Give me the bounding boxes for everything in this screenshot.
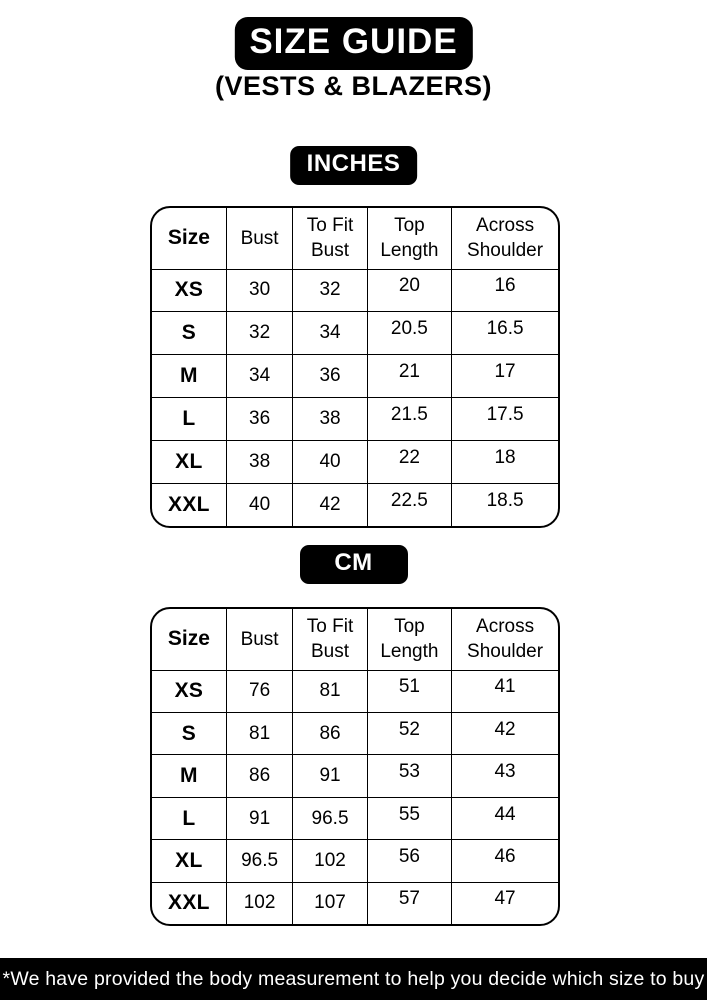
cell-size: S (152, 311, 227, 356)
table-row: L 36 38 21.5 17.5 (152, 397, 558, 442)
header-size: Size (152, 609, 227, 671)
cell-bust: 40 (226, 483, 294, 526)
cell-bust: 34 (226, 354, 294, 399)
cell-to-fit-bust: 96.5 (292, 797, 368, 841)
header-top-length: Top Length (367, 609, 453, 671)
inches-table: Size Bust To Fit Bust Top Length Across … (150, 206, 560, 528)
table-row: M 86 91 53 43 (152, 754, 558, 798)
cell-size: XS (152, 269, 227, 313)
page-title: SIZE GUIDE (234, 17, 473, 70)
inches-badge: INCHES (289, 146, 418, 185)
cell-top-length: 21 (367, 354, 453, 399)
cell-bust: 30 (226, 269, 294, 313)
header-top-length: Top Length (367, 208, 453, 270)
cell-size: XL (152, 440, 227, 485)
cell-across-shoulder: 43 (451, 754, 558, 798)
inches-header-row: Size Bust To Fit Bust Top Length Across … (152, 208, 558, 270)
table-row: S 81 86 52 42 (152, 712, 558, 756)
cell-bust: 102 (226, 882, 294, 924)
cell-to-fit-bust: 34 (292, 311, 368, 356)
cell-top-length: 57 (367, 882, 453, 924)
cell-top-length: 53 (367, 754, 453, 798)
cell-to-fit-bust: 42 (292, 483, 368, 526)
cell-bust: 81 (226, 712, 294, 756)
cell-bust: 36 (226, 397, 294, 442)
table-row: XL 96.5 102 56 46 (152, 839, 558, 883)
cell-top-length: 20 (367, 269, 453, 313)
cell-top-length: 21.5 (367, 397, 453, 442)
header-bust: Bust (226, 208, 294, 270)
table-row: XS 76 81 51 41 (152, 670, 558, 713)
table-row: XL 38 40 22 18 (152, 440, 558, 485)
cell-bust: 38 (226, 440, 294, 485)
cell-to-fit-bust: 86 (292, 712, 368, 756)
cell-to-fit-bust: 40 (292, 440, 368, 485)
cell-size: XL (152, 839, 227, 883)
cell-to-fit-bust: 38 (292, 397, 368, 442)
table-row: XXL 102 107 57 47 (152, 882, 558, 924)
cell-bust: 86 (226, 754, 294, 798)
cell-top-length: 55 (367, 797, 453, 841)
cell-to-fit-bust: 91 (292, 754, 368, 798)
cm-table: Size Bust To Fit Bust Top Length Across … (150, 607, 560, 926)
cell-size: S (152, 712, 227, 756)
table-row: L 91 96.5 55 44 (152, 797, 558, 841)
cell-size: L (152, 397, 227, 442)
header-to-fit-bust: To Fit Bust (292, 208, 368, 270)
table-row: XS 30 32 20 16 (152, 269, 558, 313)
cell-across-shoulder: 44 (451, 797, 558, 841)
table-row: S 32 34 20.5 16.5 (152, 311, 558, 356)
cell-to-fit-bust: 32 (292, 269, 368, 313)
cell-bust: 91 (226, 797, 294, 841)
cell-to-fit-bust: 102 (292, 839, 368, 883)
cell-top-length: 51 (367, 670, 453, 713)
cell-top-length: 22.5 (367, 483, 453, 526)
cm-badge: CM (299, 545, 408, 584)
cell-size: XXL (152, 483, 227, 526)
footnote-bar: *We have provided the body measurement t… (0, 958, 707, 1000)
cell-top-length: 20.5 (367, 311, 453, 356)
cell-top-length: 22 (367, 440, 453, 485)
cell-size: XS (152, 670, 227, 713)
header-size: Size (152, 208, 227, 270)
cell-across-shoulder: 16 (451, 269, 558, 313)
cell-size: M (152, 754, 227, 798)
page-subtitle: (VESTS & BLAZERS) (214, 71, 492, 101)
cell-bust: 32 (226, 311, 294, 356)
cell-size: M (152, 354, 227, 399)
cell-to-fit-bust: 81 (292, 670, 368, 713)
table-row: M 34 36 21 17 (152, 354, 558, 399)
cell-across-shoulder: 42 (451, 712, 558, 756)
cell-size: XXL (152, 882, 227, 924)
cell-across-shoulder: 46 (451, 839, 558, 883)
cell-across-shoulder: 18 (451, 440, 558, 485)
cell-top-length: 52 (367, 712, 453, 756)
cell-across-shoulder: 18.5 (486, 490, 524, 512)
cell-bust: 96.5 (226, 839, 294, 883)
table-row: XXL 40 42 22.5 18.5 (152, 483, 558, 526)
header-bust: Bust (226, 609, 294, 671)
cell-bust: 76 (226, 670, 294, 713)
cm-header-row: Size Bust To Fit Bust Top Length Across … (152, 609, 558, 671)
cell-across-shoulder: 16.5 (451, 311, 558, 356)
cell-to-fit-bust: 36 (292, 354, 368, 399)
cell-size: L (152, 797, 227, 841)
cell-across-shoulder: 17 (451, 354, 558, 399)
cell-top-length: 56 (367, 839, 453, 883)
footnote-text: *We have provided the body measurement t… (2, 967, 705, 990)
cell-across-shoulder: 17.5 (451, 397, 558, 442)
header-to-fit-bust: To Fit Bust (292, 609, 368, 671)
cell-to-fit-bust: 107 (292, 882, 368, 924)
header-across-shoulder: Across Shoulder (451, 609, 558, 671)
header-across-shoulder: Across Shoulder (451, 208, 558, 270)
cell-across-shoulder: 47 (494, 888, 516, 910)
cell-across-shoulder: 41 (451, 670, 558, 713)
